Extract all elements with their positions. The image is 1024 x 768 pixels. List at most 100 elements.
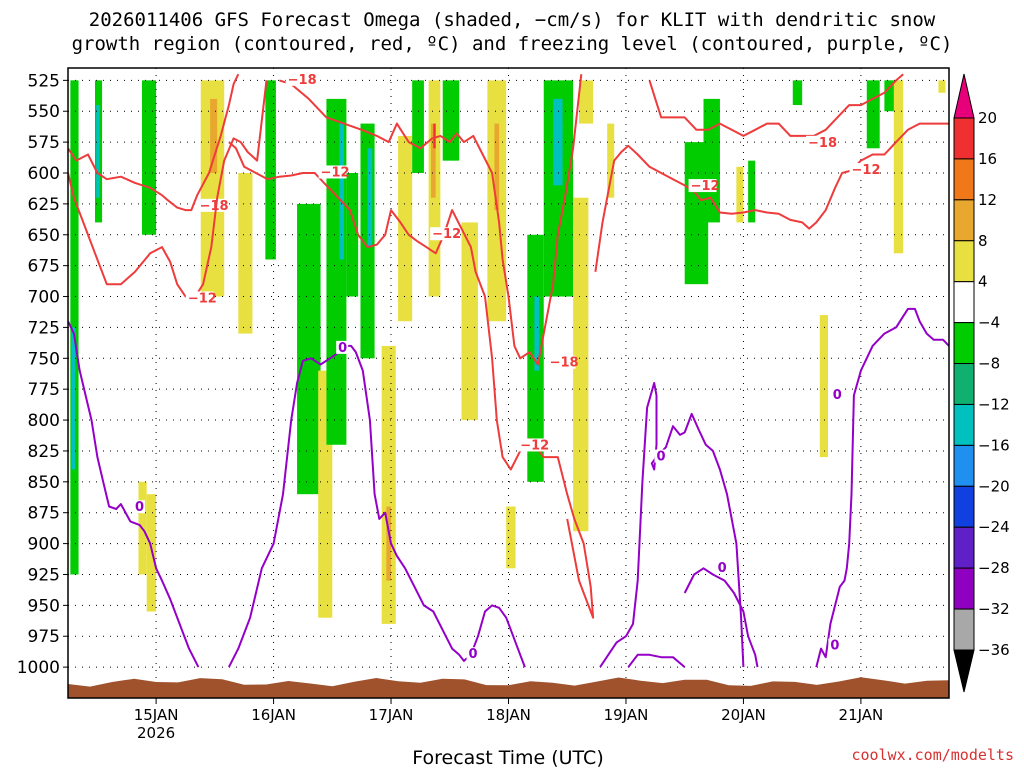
- colorbar-label-3: 8: [978, 232, 988, 250]
- omega-region-32: [553, 98, 563, 186]
- y-tick-label-8: 725: [28, 318, 60, 338]
- contour-label-bg-4-0: [806, 135, 835, 149]
- omega-region-43: [866, 80, 880, 149]
- colorbar-segment-2: [953, 199, 975, 242]
- contour-label-5-0: −12: [691, 179, 720, 194]
- contour-line-6: [68, 320, 200, 668]
- omega-region-41: [792, 80, 803, 106]
- colorbar-label-11: −28: [978, 559, 1010, 577]
- omega-region-23: [430, 123, 436, 198]
- colorbar-label-8: −16: [978, 436, 1010, 454]
- contour-line-2: [279, 74, 583, 366]
- contour-label-8-0: 0: [657, 450, 666, 465]
- colorbar: 20 16 12 8 4 −4 −8 −12 −16 −20 −24 −28 −32 −36: [953, 73, 1010, 693]
- y-tick-label-4: 625: [28, 195, 60, 215]
- contour-label-bg-2-0: [285, 72, 314, 86]
- y-tick-label-7: 700: [28, 288, 60, 308]
- omega-region-7: [238, 173, 253, 334]
- y-tick-label-13: 850: [28, 473, 60, 493]
- omega-region-19: [386, 506, 392, 581]
- colorbar-segment-3: [953, 240, 975, 283]
- colorbar-label-10: −24: [978, 518, 1010, 536]
- contour-label-bg-1-0: [185, 291, 214, 305]
- y-tick-label-9: 750: [28, 349, 60, 369]
- omega-region-37: [684, 142, 709, 285]
- contour-label-5-1: −12: [852, 163, 881, 178]
- omega-region-39: [736, 166, 744, 223]
- colorbar-segment-7: [953, 403, 975, 446]
- contour-label-bg-11-0: [828, 638, 841, 652]
- contour-label-11-0: 0: [830, 639, 839, 654]
- omega-region-28: [494, 123, 500, 211]
- omega-region-25: [442, 80, 460, 161]
- colorbar-bottom-arrow: [953, 649, 975, 693]
- contour-label-4-0: −18: [808, 136, 837, 151]
- omega-region-11: [297, 203, 321, 495]
- omega-region-26: [461, 222, 478, 421]
- contour-line-7: [228, 344, 526, 668]
- contour-label-bg-11-1: [830, 387, 843, 401]
- grid-layer: [68, 68, 949, 698]
- omega-region-44: [884, 80, 897, 112]
- colorbar-label-0: 20: [978, 109, 997, 127]
- colorbar-label-1: 16: [978, 150, 997, 168]
- omega-region-14: [339, 123, 345, 260]
- omega-shading-layer: [70, 80, 946, 624]
- contour-label-3-1: −12: [432, 227, 461, 242]
- colorbar-segment-6: [953, 363, 975, 405]
- contour-label-bg-7-0: [336, 340, 349, 354]
- contour-label-9-0: 0: [718, 561, 727, 576]
- omega-region-4: [142, 80, 157, 235]
- colorbar-segment-10: [953, 526, 975, 569]
- omega-region-34: [573, 197, 589, 532]
- colorbar-segment-11: [953, 567, 975, 610]
- omega-region-6: [210, 98, 218, 173]
- y-tick-label-1: 550: [28, 102, 60, 122]
- y-tick-label-11: 800: [28, 411, 60, 431]
- y-tick-label-6: 675: [28, 257, 60, 277]
- contour-label-2-1: −18: [550, 356, 579, 371]
- contour-layer: −18 −12 −18 −18 −12 −12 −12 −18 −12 −12 0 0 0 0 0 0 0: [68, 72, 949, 668]
- omega-region-45: [893, 80, 904, 254]
- colorbar-segment-4: [953, 281, 975, 324]
- omega-region-18: [381, 345, 396, 624]
- colorbar-label-12: −32: [978, 600, 1010, 618]
- contour-line-4: [648, 73, 904, 137]
- omega-region-10: [265, 80, 276, 260]
- colorbar-segment-9: [953, 485, 975, 528]
- contour-label-bg-7-1: [466, 647, 479, 661]
- contour-label-7-1: 0: [469, 647, 478, 662]
- omega-region-36: [506, 506, 516, 569]
- colorbar-label-7: −12: [978, 395, 1010, 413]
- colorbar-label-5: −4: [978, 314, 1000, 332]
- x-tick-label-3: 18JAN: [486, 706, 531, 724]
- colorbar-label-6: −8: [978, 355, 1000, 373]
- contour-label-bg-5-0: [688, 179, 717, 193]
- colorbar-label-4: 4: [978, 273, 988, 291]
- contour-label-bg-5-1: [849, 163, 878, 176]
- contour-line-3: [228, 141, 595, 619]
- contour-label-bg-6-0: [132, 500, 145, 514]
- contour-label-6-0: 0: [135, 500, 144, 515]
- x-tick-label-4: 19JAN: [604, 706, 649, 724]
- omega-region-46: [938, 80, 946, 93]
- y-tick-label-2: 575: [28, 133, 60, 153]
- colorbar-top-arrow: [953, 73, 975, 119]
- y-tick-label-5: 650: [28, 226, 60, 246]
- ground-layer: [68, 677, 949, 698]
- x-tick-label-1: 16JAN: [251, 706, 296, 724]
- x-axis-label: Forecast Time (UTC): [412, 747, 603, 768]
- contour-label-bg-2-1: [547, 355, 576, 369]
- contour-label-1-0: −12: [188, 291, 217, 306]
- contour-label-3-0: −12: [321, 165, 350, 180]
- colorbar-segment-1: [953, 158, 975, 201]
- omega-region-30: [534, 296, 540, 371]
- x-tick-sublabel-0: 2026: [137, 724, 175, 742]
- colorbar-label-2: 12: [978, 191, 997, 209]
- credit-text: coolwx.com/modelts: [851, 746, 1014, 764]
- contour-label-bg-3-2: [518, 438, 547, 452]
- y-tick-label-3: 600: [28, 164, 60, 184]
- omega-region-35: [607, 123, 615, 198]
- y-tick-label-19: 1000: [17, 658, 60, 678]
